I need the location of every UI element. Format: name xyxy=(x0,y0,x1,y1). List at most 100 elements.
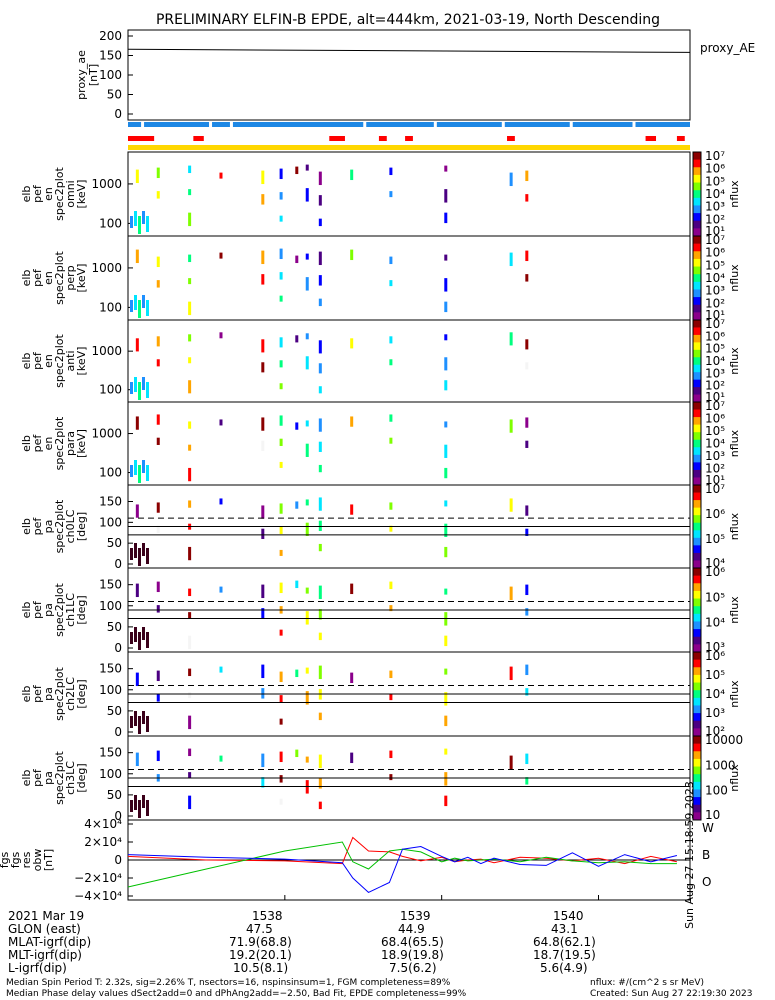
spectrogram-cell xyxy=(142,377,145,390)
colorbar-segment xyxy=(693,477,701,486)
panel-ch1LC-unit: nflux xyxy=(728,596,741,624)
spectrogram-cell xyxy=(318,218,322,227)
spectrogram-cell xyxy=(219,586,223,593)
footer-l-2: 7.5(6.2) xyxy=(389,961,437,975)
fgs-ylabel-part: fgs xyxy=(0,851,11,868)
spectrogram-cell xyxy=(156,167,160,179)
panel-omni-unit: nflux xyxy=(728,180,741,208)
colorbar-segment xyxy=(693,781,701,790)
spectrogram-cell xyxy=(444,715,448,727)
panel-omni-ylabel-part: pef xyxy=(31,184,44,203)
spectrogram-cell xyxy=(444,212,448,224)
spectrogram-cell xyxy=(130,216,133,228)
spectrogram-cell xyxy=(146,382,149,398)
spectrogram-cell xyxy=(130,300,133,312)
spectrogram-cell xyxy=(525,505,529,516)
colorbar-segment xyxy=(693,439,701,448)
quality-flag-bar xyxy=(128,136,155,141)
spectrogram-cell xyxy=(219,252,223,259)
quality-flag-bar xyxy=(405,136,413,141)
spectrogram-cell xyxy=(138,216,141,234)
spectrogram-cell xyxy=(188,301,192,316)
footer-glon-2: 44.9 xyxy=(398,922,425,936)
spectrogram-cell xyxy=(444,278,448,292)
proxy-ae-frame xyxy=(127,29,691,121)
spectrogram-cell xyxy=(509,498,513,512)
plot-title: PRELIMINARY ELFIN-B EPDE, alt=444km, 202… xyxy=(156,12,660,28)
proxy-ae-ylabel: proxy_ae xyxy=(75,50,88,100)
spectrogram-cell xyxy=(261,688,265,699)
panel-ch1LC-ylabel-part: pa xyxy=(42,603,55,617)
colorbar-segment xyxy=(693,167,701,176)
panel-ch3LC-ytick: 100 xyxy=(99,767,122,781)
spectrogram-cell xyxy=(134,711,137,726)
fgs-legend-O: O xyxy=(702,875,711,889)
spectrogram-cell xyxy=(295,669,299,678)
colorbar-tick: 10⁵ xyxy=(705,532,725,546)
spectrogram-cell xyxy=(279,671,283,683)
colorbar-segment xyxy=(693,705,701,714)
proxy-ae-ytick: 50 xyxy=(107,88,122,102)
colorbar-segment xyxy=(693,743,701,752)
footer-time-1540: 1540 xyxy=(553,909,584,923)
panel-ch0LC-ytick: 100 xyxy=(99,515,122,529)
spectrogram-cell xyxy=(261,528,265,539)
spectrogram-cell xyxy=(279,718,283,725)
spectrogram-cell xyxy=(146,632,149,648)
panel-ch2LC-ytick: 0 xyxy=(114,725,122,739)
colorbar-segment xyxy=(693,530,701,539)
panel-anti-ylabel-part: elb xyxy=(20,353,33,370)
spectrogram-cell xyxy=(134,295,137,310)
spectrogram-cell xyxy=(318,195,322,206)
colorbar-segment xyxy=(693,243,701,252)
spectrogram-cell xyxy=(138,632,141,650)
spectrogram-cell xyxy=(146,300,149,316)
panel-ch0LC-ylabel-part: spec2plot xyxy=(53,499,66,553)
spectrogram-cell xyxy=(142,795,145,808)
spin-status-gap xyxy=(501,122,505,127)
proxy-ae-right-label: proxy_AE xyxy=(700,41,755,55)
panel-para-ylabel-part: spec2plot xyxy=(53,416,66,470)
spectrogram-cell xyxy=(142,711,145,724)
colorbar-tick: 100 xyxy=(705,784,728,798)
footer-units: nflux: #/(cm^2 s sr MeV) xyxy=(590,978,704,988)
footer-glon-1: 47.5 xyxy=(246,922,273,936)
panel-perp-ytick: 1000 xyxy=(91,261,122,275)
spectrogram-cell xyxy=(279,775,283,783)
panel-ch2LC-ytick: 50 xyxy=(107,704,122,718)
spectrogram-cell xyxy=(295,255,299,264)
colorbar-segment xyxy=(693,402,701,411)
spectrogram-cell xyxy=(318,386,322,394)
spectrogram-cell xyxy=(509,252,513,267)
panel-perp-ytick: 100 xyxy=(99,300,122,314)
panel-ch2LC-ylabel-part: [deg] xyxy=(75,679,88,708)
spectrogram-cell xyxy=(188,546,192,561)
colorbar-segment xyxy=(693,545,701,554)
footer-row-label: 2021 Mar 19 xyxy=(8,909,85,923)
footer-mlat-3: 64.8(62.1) xyxy=(533,935,596,949)
colorbar-segment xyxy=(693,220,701,229)
panel-ch2LC-ylabel-part: pef xyxy=(31,684,44,703)
colorbar-segment xyxy=(693,797,701,806)
spectrogram-cell xyxy=(134,377,137,392)
side-timestamp: Sun Aug 27 15:18:59 2023 xyxy=(683,781,696,929)
spectrogram-cell xyxy=(305,164,309,171)
colorbar-segment xyxy=(693,190,701,199)
spin-status-gap xyxy=(363,122,367,127)
colorbar-segment xyxy=(693,320,701,328)
spectrogram-cell xyxy=(138,465,141,483)
spectrogram-cell xyxy=(509,666,513,681)
colorbar-tick: 10³ xyxy=(705,706,725,720)
spectrogram-cell xyxy=(525,584,529,596)
panel-ch0LC-ylabel-part: elb xyxy=(20,518,33,535)
spectrogram-cell xyxy=(138,716,141,734)
spectrogram-cell xyxy=(188,715,192,730)
colorbar-segment xyxy=(693,281,701,290)
colorbar-segment xyxy=(693,629,701,638)
spectrogram-cell xyxy=(135,249,139,264)
panel-perp-ylabel-part: elb xyxy=(20,270,33,287)
spectrogram-cell xyxy=(156,694,160,702)
spectrogram-cell xyxy=(444,301,448,313)
spin-status-gap xyxy=(569,122,573,127)
colorbar-segment xyxy=(693,364,701,373)
